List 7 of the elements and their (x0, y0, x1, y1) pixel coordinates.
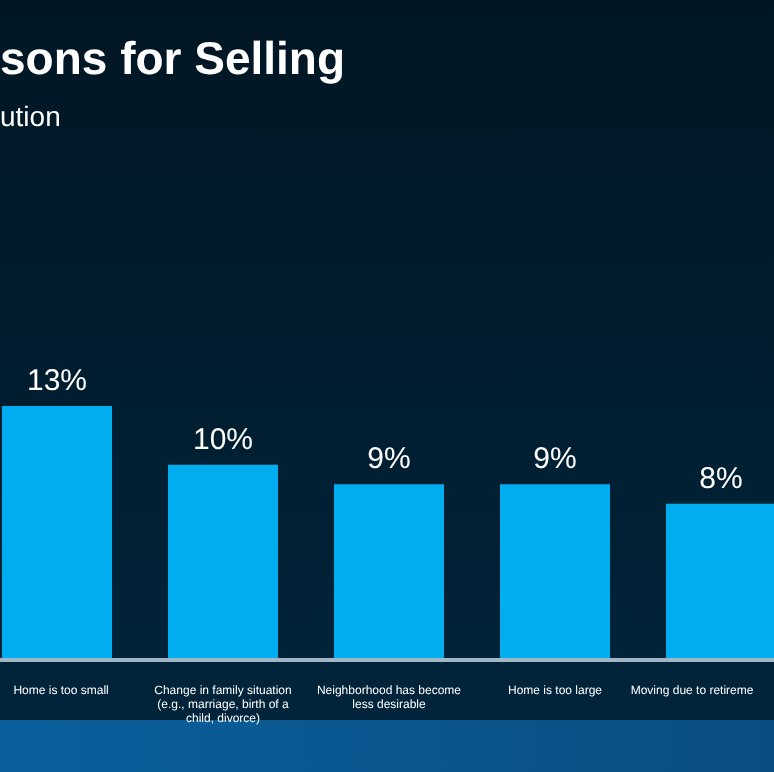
chart-title: sons for Selling (0, 32, 346, 86)
data-label: 13% (26, 364, 88, 399)
data-label: 9% (367, 442, 411, 477)
data-label: 9% (533, 442, 577, 477)
data-label: 10% (192, 422, 254, 457)
chart-subtitle: ution (0, 100, 61, 132)
data-label: 8% (699, 461, 743, 496)
